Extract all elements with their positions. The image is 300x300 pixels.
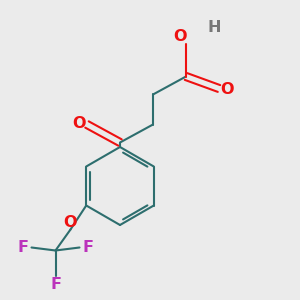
Text: O: O: [173, 29, 187, 44]
Text: F: F: [82, 240, 93, 255]
Text: H: H: [208, 20, 221, 35]
Text: O: O: [72, 116, 85, 131]
Text: F: F: [50, 277, 61, 292]
Text: O: O: [221, 82, 234, 97]
Text: O: O: [63, 215, 76, 230]
Text: F: F: [18, 240, 28, 255]
